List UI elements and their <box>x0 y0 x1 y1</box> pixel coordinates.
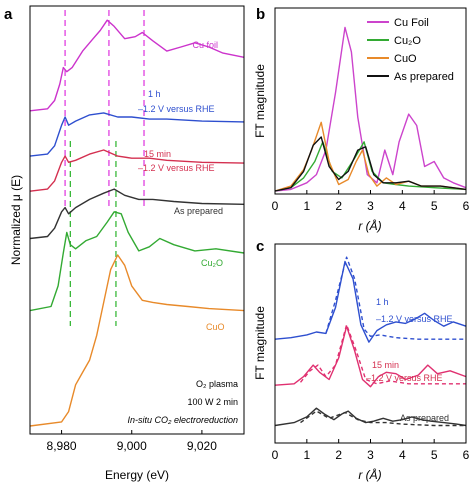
series-b-as-prepared <box>274 136 467 192</box>
x-tick-label-b-4: 4 <box>399 199 406 213</box>
series-b-cu-foil <box>274 26 467 192</box>
panel-a-frame <box>29 5 245 435</box>
x-tick-label-b-2: 2 <box>335 199 342 213</box>
panel-label-b: b <box>256 6 265 23</box>
series-a-1-h <box>29 112 245 157</box>
x-tick-label-a-0: 8,980 <box>47 439 77 453</box>
panel-b-ylabel: FT magnitude <box>253 64 267 138</box>
panel-label-a: a <box>4 6 13 23</box>
x-tick-label-c-3: 3 <box>367 448 374 462</box>
curve-label-c-15min-potential: –1.2 V versus RHE <box>366 373 443 383</box>
series-a-as-prepared <box>29 188 245 240</box>
curve-label-as-prepared: As prepared <box>174 206 223 216</box>
panel-a-series <box>29 19 245 427</box>
panel-a-ref-lines <box>64 10 145 326</box>
panel-a-ylabel: Normalized μ (E) <box>9 175 23 265</box>
series-c-15-min <box>274 325 467 388</box>
series-c-15-min-fit <box>299 324 466 385</box>
panel-b-xlabel: r (Å) <box>358 218 381 233</box>
annotation-power: 100 W 2 min <box>187 397 238 407</box>
panel-a-xlabel: Energy (eV) <box>105 468 169 482</box>
x-tick-label-b-0: 0 <box>272 199 279 213</box>
panel-c-xlabel: r (Å) <box>358 467 381 482</box>
series-a-cu-foil <box>29 19 245 112</box>
legend-label-cu-foil: Cu Foil <box>394 17 429 29</box>
x-tick-label-b-1: 1 <box>303 199 310 213</box>
panel-c-ylabel: FT magnitude <box>253 306 267 380</box>
curve-label-15min: 15 min <box>144 149 171 159</box>
annotation-plasma: O₂ plasma <box>196 379 238 389</box>
panel-a-ticks: 8,980 9,000 9,020 <box>47 430 217 453</box>
legend-label-as-prepared: As prepared <box>394 71 454 83</box>
panel-b: 0 1 2 3 4 5 6 r (Å) FT magnitude Cu Foil Cu₂O … <box>253 7 470 233</box>
x-tick-label-a-2: 9,020 <box>187 439 217 453</box>
curve-label-cu-foil: Cu foil <box>192 40 218 50</box>
panel-b-ticks: 0 1 2 3 4 5 6 <box>272 190 470 213</box>
curve-label-15min-potential: –1.2 V versus RHE <box>138 163 215 173</box>
x-tick-label-b-6: 6 <box>463 199 470 213</box>
curve-label-c-as-prepared: As prepared <box>400 413 449 423</box>
panel-label-c: c <box>256 238 264 255</box>
curve-label-1h: 1 h <box>148 89 161 99</box>
series-a-15-min <box>29 149 245 192</box>
x-tick-label-c-6: 6 <box>463 448 470 462</box>
series-c-1-h-fit <box>325 256 466 340</box>
series-c-as-prepared-fit <box>300 410 466 427</box>
series-a-cu2o <box>29 211 245 312</box>
x-tick-label-a-1: 9,000 <box>117 439 147 453</box>
x-tick-label-c-1: 1 <box>303 448 310 462</box>
x-tick-label-c-4: 4 <box>399 448 406 462</box>
annotation-electroreduction: In-situ CO₂ electroreduction <box>128 415 238 425</box>
x-tick-label-c-2: 2 <box>335 448 342 462</box>
curve-label-cu2o: Cu₂O <box>201 258 223 268</box>
series-a-cuo <box>29 254 245 427</box>
panel-b-legend: Cu Foil Cu₂O CuO As prepared <box>367 17 454 83</box>
panel-a: 8,980 9,000 9,020 Energy (eV) Normalized μ… <box>9 5 245 482</box>
legend-label-cu2o: Cu₂O <box>394 35 421 47</box>
curve-label-c-1h-potential: –1.2 V versus RHE <box>376 314 453 324</box>
x-tick-label-b-3: 3 <box>367 199 374 213</box>
panel-c-ticks: 0 1 2 3 4 5 6 <box>272 439 470 462</box>
x-tick-label-c-5: 5 <box>431 448 438 462</box>
curve-label-c-15min: 15 min <box>372 360 399 370</box>
x-tick-label-b-5: 5 <box>431 199 438 213</box>
curve-label-c-1h: 1 h <box>376 297 389 307</box>
curve-label-1h-potential: –1.2 V versus RHE <box>138 104 215 114</box>
series-c-1-h <box>274 260 467 343</box>
panel-c-series <box>274 256 467 427</box>
legend-label-cuo: CuO <box>394 53 417 65</box>
x-tick-label-c-0: 0 <box>272 448 279 462</box>
curve-label-cuo: CuO <box>206 322 225 332</box>
series-b-cuo <box>274 121 467 192</box>
panel-b-series <box>274 26 467 192</box>
panel-c: 0 1 2 3 4 5 6 r (Å) FT magnitude 1 h –1.2 V ve… <box>253 243 470 482</box>
